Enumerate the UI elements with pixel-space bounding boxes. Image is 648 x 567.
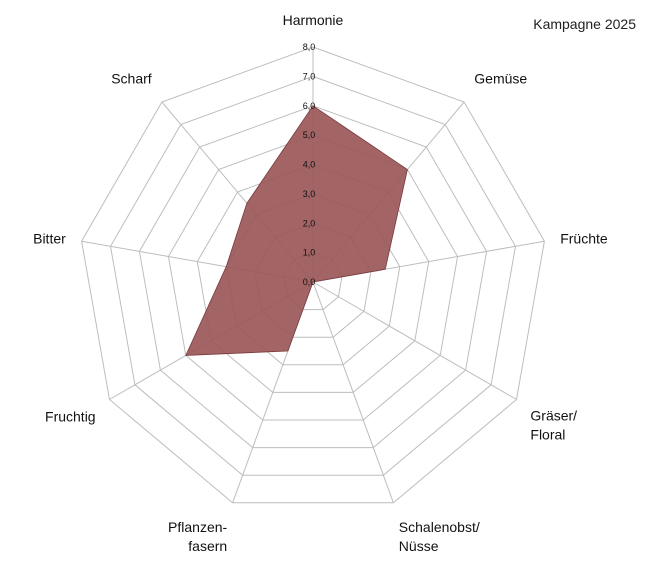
axis-label-line: Bitter (33, 230, 66, 246)
axis-label: Schalenobst/Nüsse (399, 519, 480, 554)
axis-label: Scharf (111, 71, 152, 87)
tick-label: 1,0 (303, 248, 316, 258)
grid-ring (167, 134, 459, 421)
tick-label: 8,0 (303, 42, 316, 52)
tick-label: 2,0 (303, 218, 316, 228)
axis-label-line: Gräser/ (530, 408, 577, 424)
tick-label: 5,0 (303, 130, 316, 140)
axis-label-line: Früchte (560, 230, 608, 246)
axis-label: Harmonie (283, 12, 344, 28)
axis-label-line: Floral (530, 427, 565, 443)
axis-label-line: Schalenobst/ (399, 519, 480, 535)
tick-label: 6,0 (303, 101, 316, 111)
axis-label-line: Scharf (111, 71, 152, 87)
grid-spoke (312, 281, 517, 400)
axis-label: Gräser/Floral (530, 408, 577, 443)
axis-label: Gemüse (474, 71, 527, 87)
tick-label: 7,0 (303, 71, 316, 81)
axis-labels: Harmonie Gemüse Früchte Gräser/Floral Schale… (33, 12, 608, 554)
grid-ring (196, 163, 430, 393)
axis-label-line: Gemüse (474, 71, 527, 87)
axis-label: Fruchtig (45, 409, 96, 425)
series-area (185, 105, 408, 356)
axis-label-line: fasern (188, 538, 227, 554)
grid-ring (138, 105, 488, 449)
tick-label: 0,0 (303, 277, 316, 287)
grid-spoke (312, 281, 394, 503)
tick-labels: 0,0 1,0 2,0 3,0 4,0 5,0 6,0 7,0 8,0 (303, 42, 316, 287)
grid-ring (81, 46, 545, 504)
tick-label: 4,0 (303, 160, 316, 170)
axis-label-line: Pflanzen- (168, 519, 227, 535)
axis-label-line: Nüsse (399, 538, 439, 554)
axis-label: Pflanzen-fasern (168, 519, 227, 554)
axis-label: Bitter (33, 230, 66, 246)
grid-ring (109, 75, 517, 476)
axis-label-line: Fruchtig (45, 409, 96, 425)
series (185, 105, 408, 356)
tick-label: 3,0 (303, 189, 316, 199)
axis-label: Früchte (560, 230, 608, 246)
campaign-label: Kampagne 2025 (533, 16, 636, 32)
axis-label-line: Harmonie (283, 12, 344, 28)
